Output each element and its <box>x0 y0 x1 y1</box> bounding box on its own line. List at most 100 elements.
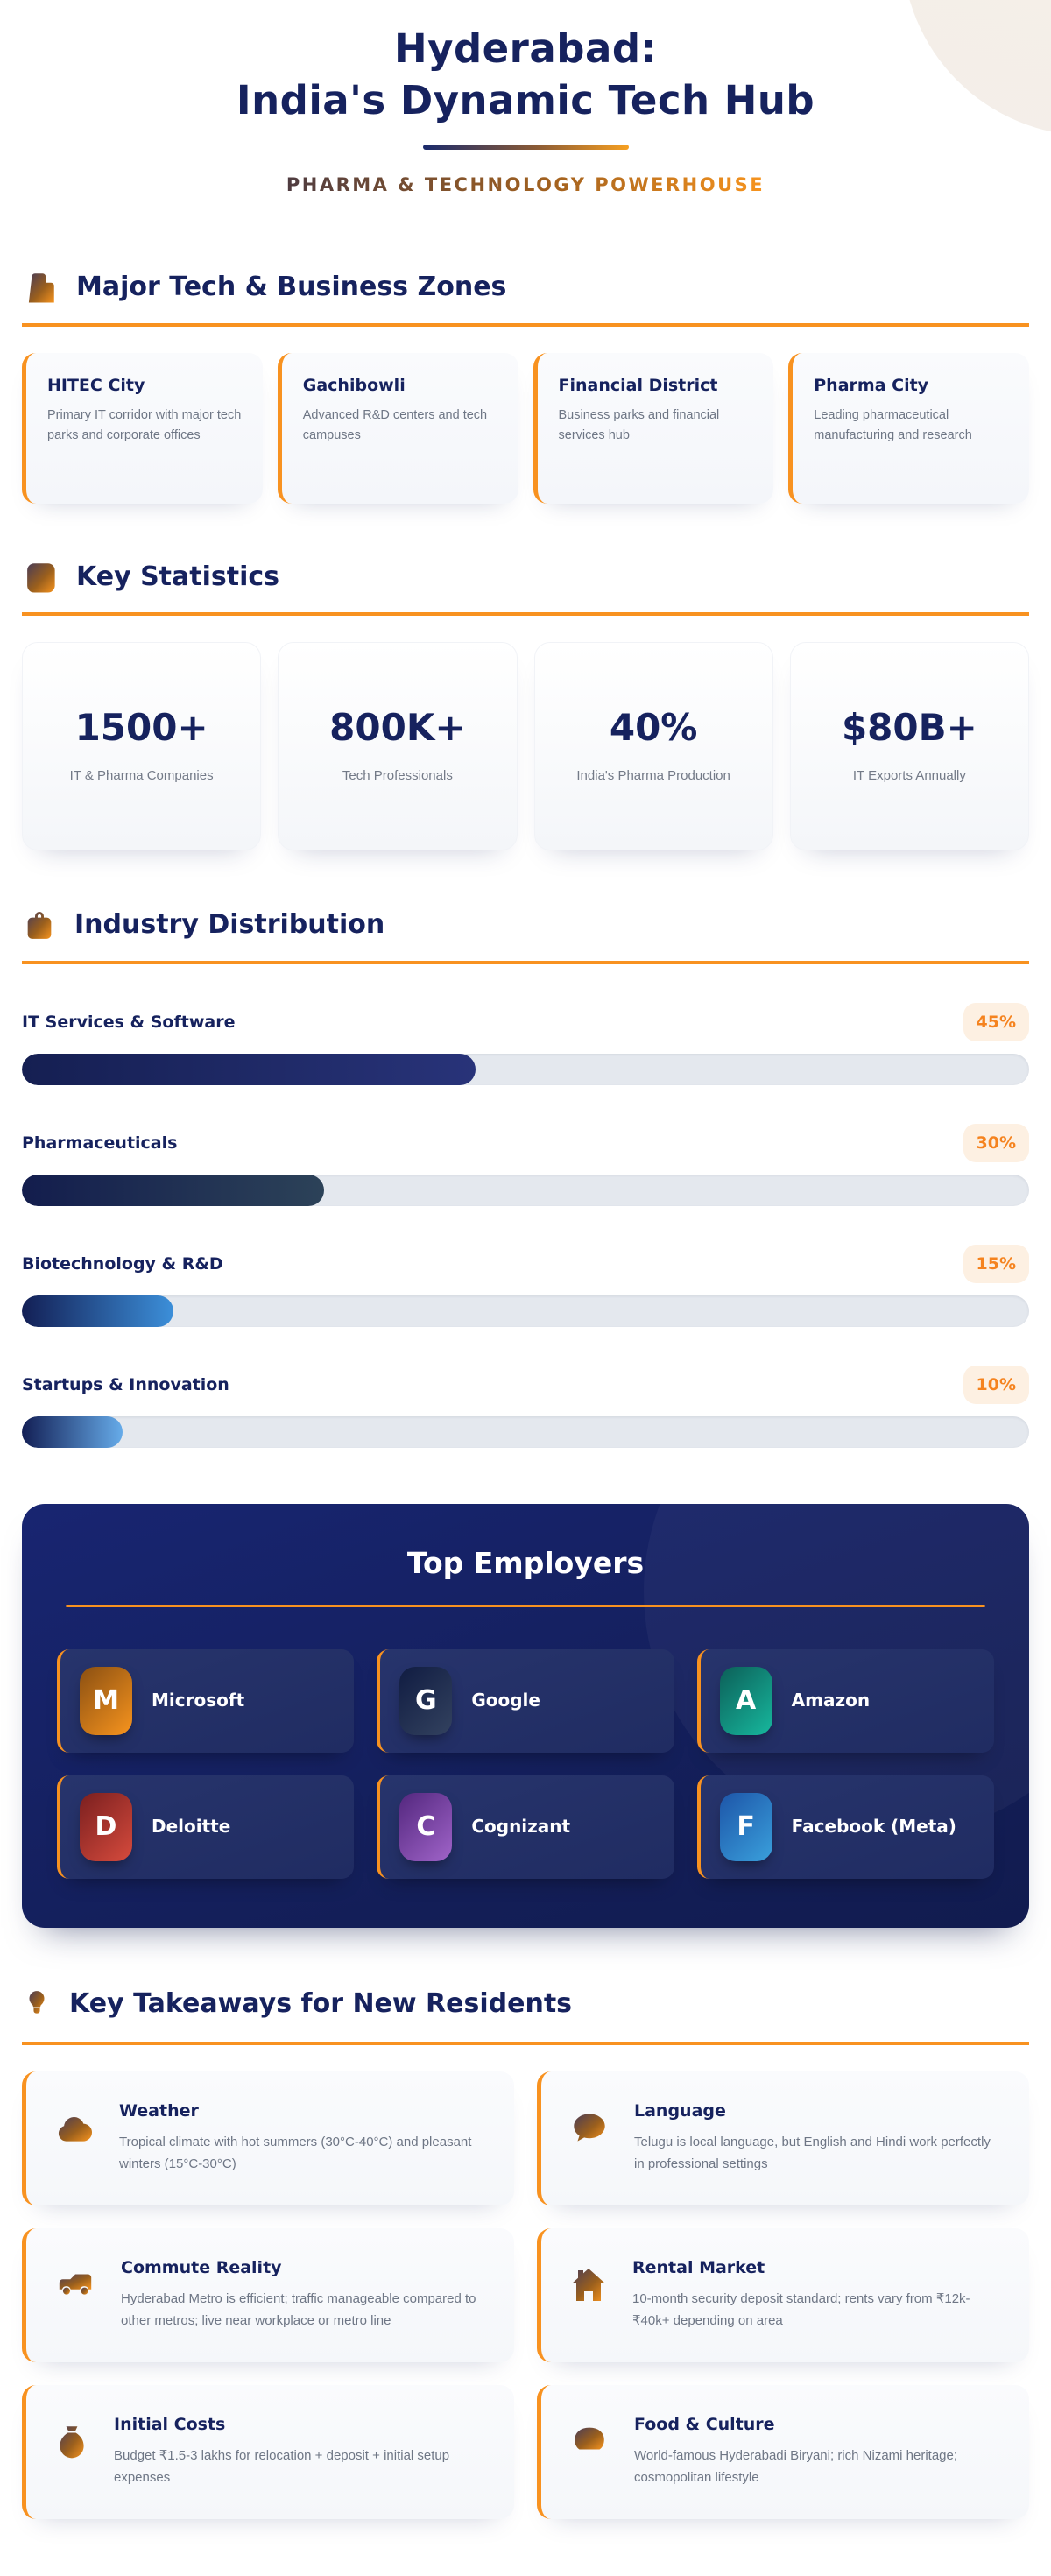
zone-card-title: HITEC City <box>47 375 145 395</box>
cloud-icon <box>53 2107 96 2150</box>
zone-card-desc: Business parks and financial services hu… <box>558 407 720 443</box>
employers-grid: M Microsoft G Google A Amazon D Deloitte… <box>57 1648 994 1879</box>
page-title: Hyderabad: India's Dynamic Tech Hub <box>22 23 1029 127</box>
takeaway-desc: Tropical climate with hot summers (30°C-… <box>119 2134 472 2172</box>
takeaway-card-food: Food & Culture World-famous Hyderabadi B… <box>537 2384 1029 2519</box>
zone-card-desc: Advanced R&D centers and tech campuses <box>302 407 488 443</box>
takeaway-title: Commute Reality <box>121 2257 282 2277</box>
industry-bar-badge: 45% <box>963 1002 1029 1041</box>
stat-card-grid: 1500+ IT & Pharma Companies 800K+ Tech P… <box>22 641 1029 850</box>
lightbulb-icon <box>22 1982 52 2026</box>
industry-bar-badge: 10% <box>963 1365 1029 1404</box>
section-industry: Industry Distribution IT Services & Soft… <box>22 905 1029 1448</box>
zone-card-desc: Primary IT corridor with major tech park… <box>47 407 242 443</box>
takeaway-card-weather: Weather Tropical climate with hot summer… <box>22 2071 514 2205</box>
title-divider <box>422 144 629 150</box>
stat-value: 40% <box>609 706 698 750</box>
takeaway-card-rental: Rental Market 10-month security deposit … <box>537 2227 1029 2362</box>
takeaway-desc: Hyderabad Metro is efficient; traffic ma… <box>121 2290 476 2329</box>
industry-bar-label: IT Services & Software <box>22 1012 236 1032</box>
stat-card: 800K+ Tech Professionals <box>278 641 518 850</box>
section-takeaways-title: Key Takeaways for New Residents <box>69 1988 573 2020</box>
takeaway-card-language: Language Telugu is local language, but E… <box>537 2071 1029 2205</box>
industry-bar-badge: 15% <box>963 1244 1029 1283</box>
zone-card: Financial District Business parks and fi… <box>533 352 774 504</box>
employer-letter-tile: G <box>399 1666 453 1735</box>
industry-bar-label: Biotechnology & R&D <box>22 1253 223 1274</box>
employer-name: Google <box>471 1690 540 1711</box>
employer-card: D Deloitte <box>57 1775 355 1879</box>
employer-name: Facebook (Meta) <box>791 1816 956 1838</box>
takeaway-title: Initial Costs <box>114 2414 226 2434</box>
industry-bar-track <box>22 1174 1029 1206</box>
industry-bar-track <box>22 1053 1029 1085</box>
industry-bar-track <box>22 1295 1029 1327</box>
section-zones-title: Major Tech & Business Zones <box>76 272 507 303</box>
takeaway-desc: Budget ₹1.5-3 lakhs for relocation + dep… <box>114 2447 450 2486</box>
stat-label: IT & Pharma Companies <box>69 768 214 784</box>
stat-card: 1500+ IT & Pharma Companies <box>22 641 262 850</box>
industry-bar-fill <box>22 1174 324 1206</box>
stat-value: $80B+ <box>841 706 977 750</box>
industry-bar-row: Pharmaceuticals 30% <box>22 1123 1029 1206</box>
industry-bar-track <box>22 1415 1029 1448</box>
zone-card: HITEC City Primary IT corridor with majo… <box>22 352 263 504</box>
takeaway-card-costs: Initial Costs Budget ₹1.5-3 lakhs for re… <box>22 2384 514 2519</box>
employer-card: F Facebook (Meta) <box>696 1775 994 1879</box>
industry-bar-fill <box>22 1415 123 1448</box>
briefcase-icon <box>22 905 57 945</box>
employer-name: Cognizant <box>471 1816 571 1838</box>
industry-bar-label: Pharmaceuticals <box>22 1133 178 1153</box>
top-employers-panel: Top Employers M Microsoft G Google A Ama… <box>22 1503 1029 1928</box>
zone-card-title: Pharma City <box>814 375 929 395</box>
industry-bar-fill <box>22 1053 476 1085</box>
industry-bar-badge: 30% <box>963 1123 1029 1162</box>
takeaway-title: Weather <box>119 2100 199 2121</box>
truck-icon <box>53 2263 98 2304</box>
employer-name: Microsoft <box>152 1690 245 1711</box>
takeaway-desc: World-famous Hyderabadi Biryani; rich Ni… <box>634 2447 958 2486</box>
top-employers-title: Top Employers <box>406 1545 645 1580</box>
stat-value: 800K+ <box>329 706 466 750</box>
zone-card: Gachibowli Advanced R&D centers and tech… <box>277 352 518 504</box>
employer-card: G Google <box>377 1648 674 1753</box>
stat-label: Tech Professionals <box>342 768 453 784</box>
takeaway-desc: 10-month security deposit standard; rent… <box>632 2290 970 2329</box>
pot-icon <box>568 2420 611 2460</box>
takeaway-title: Rental Market <box>632 2257 765 2277</box>
section-zones-header: Major Tech & Business Zones <box>22 267 1029 327</box>
stat-card: 40% India's Pharma Production <box>533 641 773 850</box>
section-stats-header: Key Statistics <box>22 558 1029 616</box>
takeaway-title: Food & Culture <box>634 2414 775 2434</box>
employer-letter-tile: M <box>80 1666 132 1735</box>
employer-letter-tile: A <box>719 1666 772 1735</box>
section-stats-title: Key Statistics <box>76 561 280 593</box>
chart-icon <box>22 558 59 596</box>
zone-card-grid: HITEC City Primary IT corridor with majo… <box>22 352 1029 504</box>
money-bag-icon <box>53 2420 91 2466</box>
industry-bar-label: Startups & Innovation <box>22 1374 229 1394</box>
industry-bar-row: Startups & Innovation 10% <box>22 1365 1029 1448</box>
zone-card-title: Financial District <box>558 375 718 395</box>
employer-card: M Microsoft <box>57 1648 355 1753</box>
takeaway-title: Language <box>634 2100 726 2121</box>
stat-card: $80B+ IT Exports Annually <box>789 641 1029 850</box>
house-icon <box>568 2263 610 2307</box>
stat-value: 1500+ <box>74 706 208 750</box>
section-takeaways: Key Takeaways for New Residents Weather … <box>22 1982 1029 2519</box>
page-title-line1: Hyderabad: <box>393 25 658 72</box>
zone-card-title: Gachibowli <box>302 375 406 395</box>
zone-card: Pharma City Leading pharmaceutical manuf… <box>788 352 1029 504</box>
employer-letter-tile: F <box>719 1792 772 1861</box>
page-subtitle: PHARMA & TECHNOLOGY POWERHOUSE <box>286 173 765 195</box>
takeaway-card-commute: Commute Reality Hyderabad Metro is effic… <box>22 2227 514 2362</box>
stat-label: India's Pharma Production <box>576 768 730 784</box>
section-industry-title: Industry Distribution <box>74 909 385 941</box>
page-header: Hyderabad: India's Dynamic Tech Hub PHAR… <box>22 0 1029 195</box>
page-title-line2: India's Dynamic Tech Hub <box>236 77 815 124</box>
industry-bar-fill <box>22 1295 173 1327</box>
takeaway-desc: Telugu is local language, but English an… <box>634 2134 991 2172</box>
takeaway-card-grid: Weather Tropical climate with hot summer… <box>22 2071 1029 2519</box>
building-icon <box>22 267 59 307</box>
